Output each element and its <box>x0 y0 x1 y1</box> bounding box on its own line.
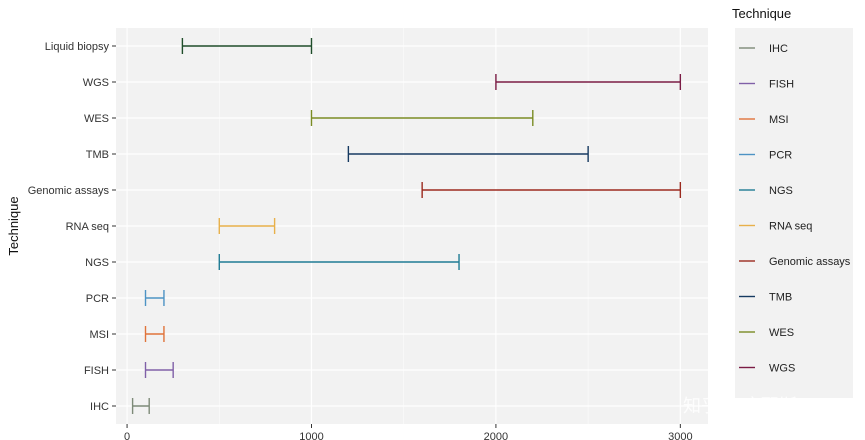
x-axis-ticks: 0 1000 2000 3000 <box>124 424 693 440</box>
y-tick-label: MSI <box>89 329 109 341</box>
y-tick-label: FISH <box>84 365 109 377</box>
legend-item: MSI <box>737 110 789 128</box>
legend-item: FISH <box>737 74 794 93</box>
legend-item: RNA seq <box>737 216 812 235</box>
legend-item: TMB <box>737 287 792 306</box>
legend: IHC FISH MSI PCR NGS RNA seq Genomic assays TMB… <box>737 39 851 377</box>
y-tick-label: RNA seq <box>66 221 109 233</box>
legend-item: IHC <box>737 39 788 57</box>
errorbar-ihc <box>131 398 150 414</box>
legend-label: WES <box>769 327 794 339</box>
legend-item: PCR <box>737 145 792 164</box>
y-tick-label: NGS <box>85 257 109 269</box>
y-tick-label: TMB <box>86 149 109 161</box>
legend-label: TMB <box>769 292 792 304</box>
legend-label: Genomic assays <box>769 256 851 268</box>
y-tick-label: Genomic assays <box>28 185 110 197</box>
y-tick-label: PCR <box>86 293 109 305</box>
legend-item: WES <box>737 323 794 341</box>
legend-label: FISH <box>769 79 794 91</box>
legend-label: IHC <box>769 43 788 55</box>
legend-label: WGS <box>769 363 795 375</box>
legend-label: MSI <box>769 114 789 126</box>
errorbar-genomic-assays <box>421 182 682 198</box>
y-tick-label: WES <box>84 113 109 125</box>
errorbar-ngs <box>218 254 460 270</box>
y-tick-label: WGS <box>83 77 109 89</box>
x-tick-label: 0 <box>124 431 130 440</box>
legend-label: PCR <box>769 150 792 162</box>
errorbar-rna-seq <box>218 218 276 234</box>
errorbar-fish <box>144 362 174 378</box>
errorbar-wes <box>310 110 534 126</box>
y-tick-label: IHC <box>90 401 109 413</box>
errorbar-wgs <box>495 74 682 90</box>
errorbar-series <box>131 38 682 414</box>
legend-item: NGS <box>737 181 793 199</box>
legend-label: RNA seq <box>769 221 812 233</box>
y-axis-title: Technique <box>6 196 21 255</box>
x-tick-label: 3000 <box>668 431 692 440</box>
y-tick-label: Liquid biopsy <box>45 41 110 53</box>
errorbar-liquid-biopsy <box>181 38 313 54</box>
watermark: 知乎 @康配斯 <box>683 396 797 417</box>
legend-title: Technique <box>732 6 791 21</box>
errorbar-msi <box>144 326 165 342</box>
errorbar-tmb <box>347 146 589 162</box>
errorbar-pcr <box>144 290 165 306</box>
x-tick-label: 2000 <box>484 431 508 440</box>
legend-item: WGS <box>737 358 795 377</box>
legend-label: NGS <box>769 185 793 197</box>
legend-item: Genomic assays <box>737 252 851 270</box>
y-axis-ticks: IHC FISH MSI PCR NGS RNA seq Genomic assays TMB… <box>28 41 116 413</box>
x-tick-label: 1000 <box>299 431 323 440</box>
